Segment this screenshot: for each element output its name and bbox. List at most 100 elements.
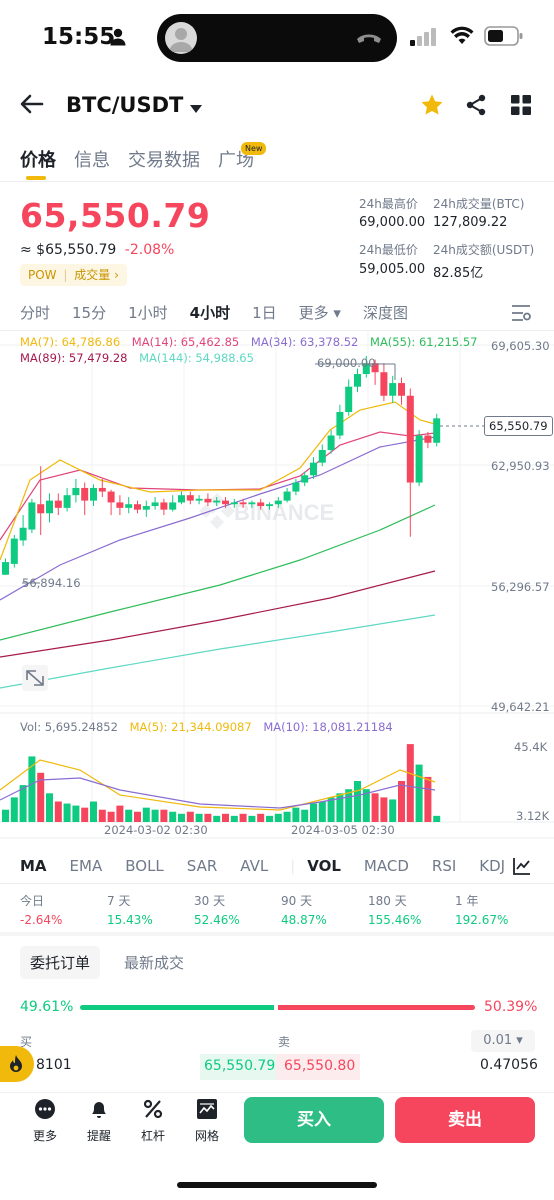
change-percent: -2.08% — [124, 242, 175, 258]
perf-90d: 90 天 48.87% — [281, 894, 327, 927]
candle-body — [398, 383, 405, 396]
ask-depth-bar — [276, 1054, 360, 1080]
ma144-label: MA(144): 54,988.65 — [139, 351, 254, 365]
back-arrow-icon[interactable] — [20, 94, 44, 118]
buy-button[interactable]: 买入 — [244, 1097, 384, 1143]
ind-kdj[interactable]: KDJ — [479, 857, 506, 875]
status-bar: 15:55 — [0, 0, 554, 78]
volume-bar — [266, 815, 273, 822]
sell-button[interactable]: 卖出 — [395, 1097, 535, 1143]
fire-float-button[interactable] — [0, 1046, 34, 1082]
tab-info[interactable]: 信息 — [74, 150, 110, 171]
tab-price[interactable]: 价格 — [20, 150, 56, 171]
volume-bar — [362, 789, 370, 822]
candle-body — [2, 562, 9, 575]
ma-lines — [0, 401, 436, 689]
ind-ma[interactable]: MA — [20, 857, 47, 875]
ind-sar[interactable]: SAR — [186, 857, 218, 875]
tf-time[interactable]: 分时 — [20, 304, 51, 322]
ratio-bar-buy — [80, 1005, 275, 1010]
vol-usdt-label: 24h成交额(USDT) — [433, 243, 535, 257]
pair-title[interactable]: BTC/USDT — [66, 93, 184, 117]
ind-boll[interactable]: BOLL — [125, 857, 164, 875]
phone-hangup-icon[interactable] — [355, 30, 383, 50]
person-icon — [110, 28, 126, 50]
bid-price[interactable]: 65,550.79 — [204, 1058, 276, 1074]
volume-bar — [274, 813, 282, 822]
candle-body — [239, 502, 247, 505]
bid-depth-bar — [200, 1054, 276, 1080]
current-price-label[interactable]: 65,550.79 — [484, 416, 553, 436]
ind-vol[interactable]: VOL — [307, 857, 341, 875]
volume-bar — [195, 813, 203, 822]
grid-button[interactable]: 网格 — [187, 1098, 227, 1144]
tf-1h[interactable]: 1小时 — [128, 304, 168, 322]
candle-body — [345, 386, 353, 413]
volume-bar — [433, 815, 441, 822]
share-icon[interactable] — [465, 94, 487, 120]
volume-bar — [169, 811, 177, 822]
tf-15m[interactable]: 15分 — [72, 304, 107, 322]
percent-icon — [143, 1099, 163, 1119]
candle-body — [389, 383, 397, 396]
tf-depth[interactable]: 深度图 — [362, 304, 408, 322]
bell-icon — [92, 1102, 106, 1118]
candle-body — [10, 538, 18, 564]
ind-avl[interactable]: AVL — [240, 857, 269, 875]
ma14-label: MA(14): 65,462.85 — [131, 335, 240, 349]
expand-icon[interactable] — [22, 665, 48, 691]
grid-layout-icon[interactable] — [511, 95, 531, 119]
star-icon[interactable] — [420, 93, 444, 121]
grid-label: 网格 — [194, 1129, 219, 1143]
candle-body — [327, 435, 335, 450]
ask-price[interactable]: 65,550.80 — [284, 1058, 356, 1074]
volume-ma-lines — [0, 759, 436, 811]
signal-icon — [410, 28, 438, 50]
ind-ema[interactable]: EMA — [69, 857, 103, 875]
more-button[interactable]: 更多 — [25, 1098, 65, 1144]
candle-body — [283, 491, 291, 501]
ratio-bar — [80, 1005, 475, 1010]
alert-button[interactable]: 提醒 — [79, 1098, 119, 1144]
chart-settings-icon[interactable] — [511, 304, 531, 326]
candle-body — [160, 502, 168, 510]
volume-bar — [90, 801, 97, 822]
tf-1d[interactable]: 1日 — [252, 304, 277, 322]
caret-down-icon[interactable] — [190, 99, 202, 118]
candle-body — [266, 504, 273, 507]
tf-more[interactable]: 更多 ▾ — [298, 304, 341, 322]
timeframe-bar: 分时 15分 1小时 4小时 1日 更多 ▾ 深度图 — [20, 302, 430, 323]
tab-square[interactable]: 广场 — [218, 150, 254, 171]
ma-line — [0, 570, 436, 658]
candle-body — [178, 495, 185, 503]
vol-label: Vol: 5,695.24852 — [20, 720, 118, 734]
candle-body — [90, 487, 97, 501]
tab-order-book[interactable]: 委托订单 — [20, 946, 101, 979]
volume-bar — [318, 801, 326, 822]
tab-trading-data[interactable]: 交易数据 — [128, 150, 200, 171]
section-gap — [0, 932, 554, 936]
sell-header: 卖 — [278, 1035, 291, 1049]
volume-bar — [389, 799, 397, 822]
tab-recent-trades[interactable]: 最新成交 — [124, 954, 185, 972]
volume-bar — [116, 805, 124, 822]
leverage-button[interactable]: 杠杆 — [133, 1098, 173, 1144]
date-label: 2024-03-05 02:30 — [291, 823, 395, 837]
approx-usd: ≈ $65,550.79 — [20, 242, 117, 258]
tag-volume: 成交量 › — [74, 268, 119, 282]
ind-rsi[interactable]: RSI — [431, 857, 457, 875]
candle-body — [134, 504, 141, 510]
tf-4h[interactable]: 4小时 — [189, 304, 231, 322]
precision-select[interactable]: 0.01 ▾ — [471, 1030, 535, 1052]
volume-bar — [81, 807, 89, 822]
indicator-settings-icon[interactable] — [513, 857, 531, 879]
candle-body — [301, 475, 309, 483]
candlestick-chart[interactable]: BINANCE — [0, 331, 554, 856]
more-dots-icon — [35, 1099, 55, 1119]
ind-macd[interactable]: MACD — [363, 857, 409, 875]
candle-body — [169, 502, 177, 510]
new-badge: New — [241, 142, 267, 155]
tag-pill[interactable]: POW | 成交量 › — [20, 264, 127, 286]
date-label: 2024-03-02 02:30 — [104, 823, 208, 837]
volume-bars — [2, 744, 441, 822]
